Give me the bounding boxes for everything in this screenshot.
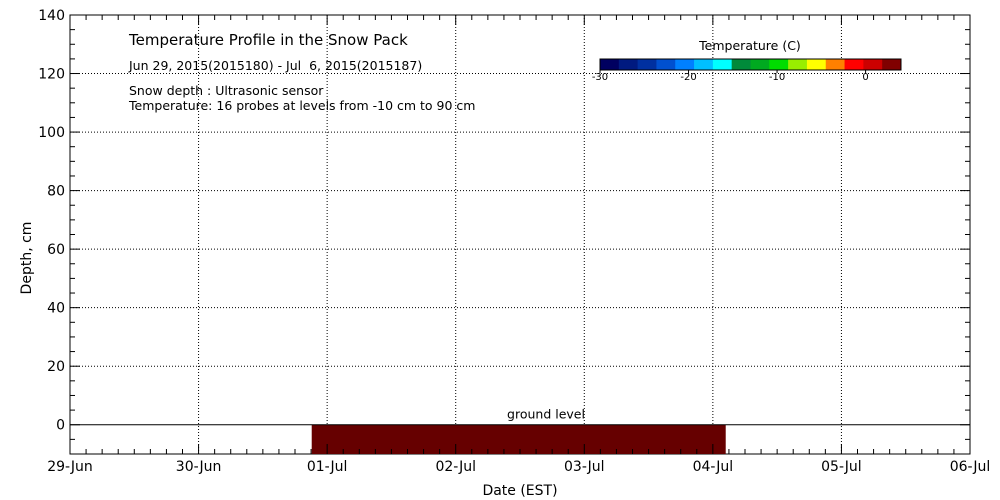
ground-level-label: ground level [507, 407, 585, 422]
colorbar-frame [599, 58, 902, 71]
colorbar-tick-label: -20 [680, 72, 696, 83]
colorbar-tick-label: -30 [592, 72, 608, 83]
temperature-heat-block [311, 424, 726, 454]
x-tick-label: 04-Jul [693, 459, 734, 475]
colorbar-swatch [769, 59, 789, 70]
chart-title: Temperature Profile in the Snow Pack [128, 31, 408, 49]
axis-ticks: 29-Jun 30-Jun 01-Jul 02-Jul 03-Jul 04-Jul 05-J… [38, 8, 990, 475]
x-tick-label: 01-Jul [307, 459, 348, 475]
y-tick-label: 140 [38, 8, 65, 24]
x-tick-label: 29-Jun [47, 459, 93, 475]
y-tick-label: 40 [47, 301, 65, 317]
data-layer: ground level [70, 407, 970, 454]
colorbar-swatch [675, 59, 695, 70]
x-tick-label: 30-Jun [176, 459, 222, 475]
colorbar-swatch [656, 59, 676, 70]
colorbar-swatch [844, 59, 864, 70]
y-tick-label: 100 [38, 125, 65, 141]
y-tick-label: 80 [47, 184, 65, 200]
x-tick-label: 05-Jul [821, 459, 862, 475]
date-range-label: Jun 29, 2015(2015180) - Jul 6, 2015(2015… [128, 58, 422, 73]
colorbar-swatch [882, 59, 902, 70]
colorbar-swatch [618, 59, 639, 70]
y-tick-label: 120 [38, 67, 65, 83]
colorbar: Temperature (C) -30 -20 -10 0 [592, 38, 902, 83]
colorbar-swatch [750, 59, 770, 70]
x-tick-label: 02-Jul [435, 459, 476, 475]
colorbar-swatch [731, 59, 751, 70]
y-tick-label: 60 [47, 242, 65, 258]
colorbar-tick-label: -10 [769, 72, 785, 83]
colorbar-title: Temperature (C) [698, 38, 801, 53]
temperature-note: Temperature: 16 probes at levels from -1… [128, 98, 475, 113]
colorbar-swatch [694, 59, 714, 70]
y-tick-label: 0 [56, 418, 65, 434]
y-axis-title: Depth, cm [19, 222, 35, 295]
colorbar-swatch [600, 59, 620, 70]
plot-frame [69, 14, 971, 455]
colorbar-swatch [712, 59, 733, 70]
colorbar-swatch [788, 59, 808, 70]
colorbar-tick-label: 0 [862, 72, 868, 83]
grid-lines [70, 15, 970, 454]
colorbar-swatch [637, 59, 657, 70]
snow-depth-note: Snow depth : Ultrasonic sensor [129, 83, 324, 98]
x-tick-label: 06-Jul [950, 459, 991, 475]
y-tick-label: 20 [47, 359, 65, 375]
x-axis-title: Date (EST) [482, 483, 557, 499]
colorbar-swatch [863, 59, 883, 70]
x-tick-label: 03-Jul [564, 459, 605, 475]
colorbar-swatch [825, 59, 846, 70]
colorbar-swatch [806, 59, 827, 70]
